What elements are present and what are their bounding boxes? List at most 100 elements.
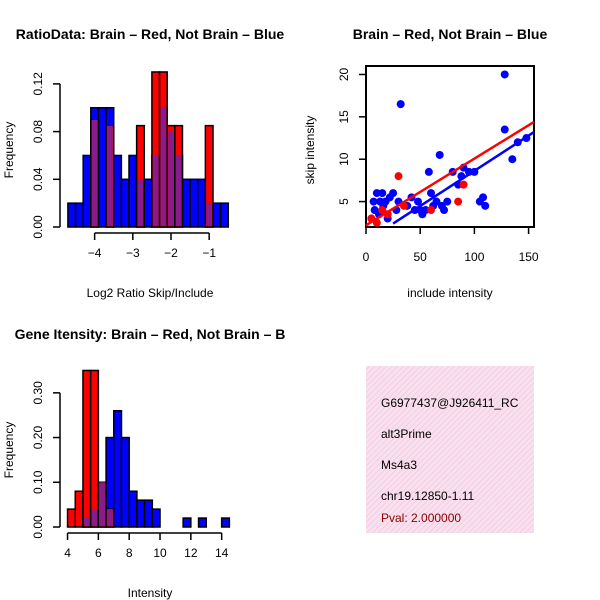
intensity-histogram-bar-not-brain [136, 499, 146, 528]
ratio-histogram-bar-brain [135, 124, 146, 228]
scatter-x-tick-label: 100 [464, 250, 484, 264]
scatter-y-tick-label: 15 [337, 110, 351, 124]
intensity-histogram-bar-not-brain [128, 490, 138, 528]
info-panel: G6977437@J926411_RC alt3Prime Ms4a3 chr1… [366, 366, 534, 533]
scatter-point-brain [454, 197, 463, 206]
scatter-points [367, 70, 531, 227]
intensity-histogram-x-tick-label: 14 [215, 546, 229, 560]
ratio-histogram-y-tick-label: 0.04 [31, 167, 45, 191]
scatter-panel: Brain – Red, Not Brain – Blue 0 50 100 150 … [303, 26, 547, 300]
intensity-histogram-bar-brain [82, 369, 92, 528]
intensity-histogram-bar-brain [89, 369, 100, 528]
ratio-histogram-bar-not-brain [196, 178, 207, 228]
scatter-point-not-brain [435, 150, 444, 159]
scatter-plot-frame [365, 65, 535, 228]
scatter-point-not-brain [443, 197, 452, 206]
scatter-point-not-brain [396, 100, 405, 109]
ratio-histogram-y-tick-label: 0.08 [31, 120, 45, 144]
scatter-point-not-brain [481, 201, 490, 210]
scatter-point-not-brain [479, 193, 488, 202]
scatter-x-tick-label: 150 [519, 250, 539, 264]
scatter-point-not-brain [440, 206, 449, 215]
info-box-background [366, 366, 534, 533]
scatter-x-tick-label: 0 [363, 250, 370, 264]
ratio-histogram-bar-not-brain [67, 202, 77, 228]
ratio-histogram-bar-overlap [137, 179, 144, 226]
intensity-histogram-x-label: Intensity [128, 586, 173, 600]
intensity-histogram-y-tick-label: 0.20 [31, 426, 45, 450]
scatter-trend-line-not-brain [392, 131, 535, 225]
scatter-point-not-brain [424, 167, 433, 176]
intensity-histogram-bar-not-brain [197, 517, 208, 528]
scatter-point-not-brain [500, 125, 509, 134]
scatter-point-not-brain [389, 189, 398, 198]
ratio-histogram-x-tick-label: −4 [88, 246, 102, 260]
scatter-x-axis: 0 50 100 150 [363, 227, 539, 264]
intensity-histogram-bar-brain [74, 490, 84, 528]
intensity-histogram-bar-not-brain [143, 499, 154, 528]
ratio-histogram-y-label: Frequency [2, 122, 16, 179]
intensity-histogram-bar-overlap [91, 509, 98, 526]
intensity-histogram-bar-brain [66, 508, 76, 528]
scatter-point-not-brain [508, 155, 517, 164]
ratio-histogram-title: RatioData: Brain – Red, Not Brain – Blue [16, 26, 285, 42]
ratio-histogram-bar-not-brain [143, 178, 153, 228]
ratio-histogram-bar-not-brain [120, 178, 130, 228]
ratio-histogram-bar-not-brain [112, 154, 123, 228]
intensity-histogram-panel: Gene Itensity: Brain – Red, Not Brain – … [2, 326, 285, 600]
ratio-histogram-bar-not-brain [181, 178, 191, 228]
info-event-type: alt3Prime [381, 427, 432, 441]
info-pval: Pval: 2.000000 [381, 511, 461, 525]
info-event-id: G6977437@J926411_RC [381, 396, 519, 410]
intensity-histogram-x-tick-label: 6 [95, 546, 102, 560]
scatter-y-tick-label: 20 [337, 67, 351, 81]
info-location: chr19.12850-1.11 [381, 489, 475, 503]
scatter-point-not-brain [369, 197, 378, 206]
intensity-histogram-bar-not-brain [182, 517, 192, 528]
intensity-histogram-bar-not-brain [151, 508, 161, 528]
intensity-histogram-y-tick-label: 0.00 [31, 515, 45, 539]
scatter-point-not-brain [427, 189, 436, 198]
scatter-point-brain [427, 206, 436, 215]
scatter-title: Brain – Red, Not Brain – Blue [353, 26, 548, 42]
intensity-histogram-x-tick-label: 12 [184, 546, 198, 560]
ratio-histogram-bar-overlap [152, 155, 159, 226]
scatter-point-not-brain [414, 197, 423, 206]
intensity-histogram-y-tick-label: 0.30 [31, 381, 45, 405]
scatter-trend-line-brain [365, 120, 535, 227]
scatter-point-not-brain [500, 70, 509, 79]
ratio-histogram-bar-not-brain [82, 154, 92, 228]
ratio-histogram-bar-overlap [107, 125, 113, 226]
intensity-histogram-y-tick-label: 0.10 [31, 470, 45, 494]
ratio-histogram-bar-brain [204, 124, 214, 228]
ratio-histogram-x-tick-label: −1 [202, 246, 216, 260]
scatter-point-not-brain [432, 197, 441, 206]
intensity-histogram-bar-not-brain [120, 436, 130, 528]
ratio-histogram-bar-not-brain [128, 154, 138, 228]
scatter-point-brain [394, 172, 403, 181]
ratio-histogram-bar-not-brain [212, 202, 222, 228]
intensity-histogram-y-axis: 0.00 0.10 0.20 0.30 [31, 381, 61, 539]
ratio-histogram-y-axis: 0.00 0.04 0.08 0.12 [31, 72, 61, 239]
ratio-histogram-bar-overlap [168, 131, 174, 226]
ratio-histogram-bars [67, 71, 230, 228]
ratio-histogram-x-axis: −4 −3 −2 −1 [88, 232, 216, 260]
intensity-histogram-x-tick-label: 8 [126, 546, 133, 560]
intensity-histogram-bars [66, 369, 231, 528]
scatter-x-tick-label: 50 [414, 250, 428, 264]
intensity-histogram-x-axis: 4 6 8 10 12 14 [64, 532, 229, 560]
intensity-histogram-bar-overlap [99, 482, 106, 526]
scatter-trend-lines [365, 120, 535, 227]
scatter-point-not-brain [378, 189, 387, 198]
scatter-x-label: include intensity [407, 286, 492, 300]
info-gene-name: Ms4a3 [381, 458, 417, 472]
ratio-histogram-x-tick-label: −3 [126, 246, 140, 260]
ratio-histogram-y-tick-label: 0.00 [31, 215, 45, 239]
ratio-histogram-bar-not-brain [219, 202, 230, 228]
scatter-y-tick-label: 5 [337, 198, 351, 205]
ratio-histogram-bar-not-brain [74, 202, 84, 228]
scatter-y-tick-label: 10 [337, 152, 351, 166]
intensity-histogram-bar-not-brain [113, 409, 123, 528]
ratio-histogram-bar-overlap [160, 107, 167, 226]
